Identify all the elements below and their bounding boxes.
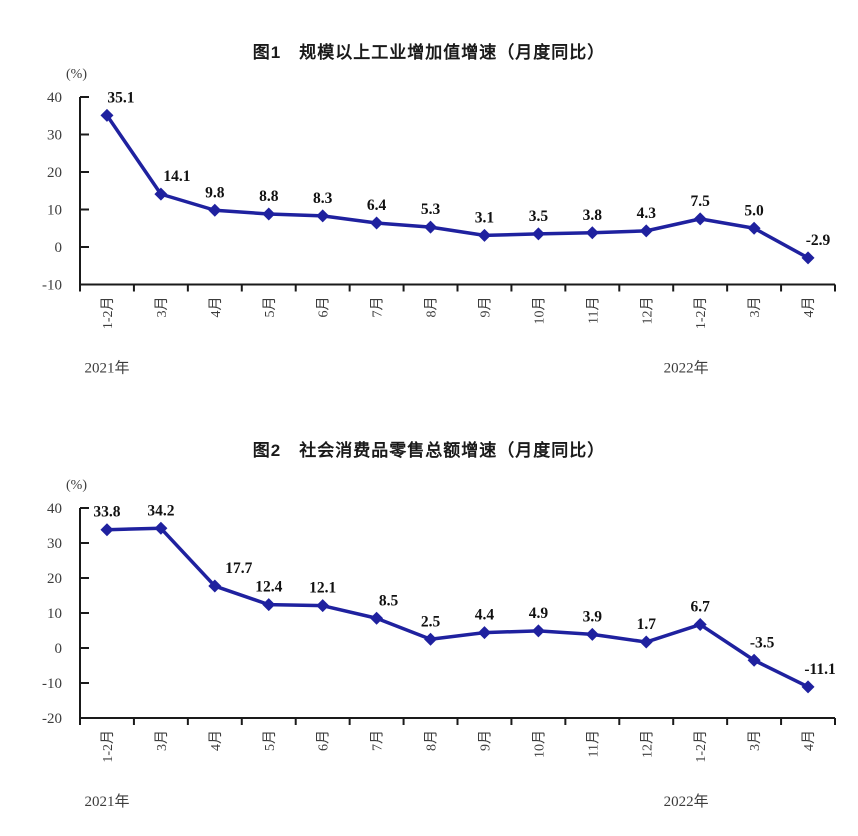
svg-text:8.8: 8.8 [259,188,279,205]
svg-text:17.7: 17.7 [225,560,252,577]
svg-text:20: 20 [47,571,62,587]
svg-text:1-2月: 1-2月 [100,730,116,763]
svg-text:1-2月: 1-2月 [693,297,709,330]
svg-text:4月: 4月 [801,730,817,751]
svg-text:3.5: 3.5 [529,208,549,225]
svg-text:4月: 4月 [801,297,817,318]
svg-text:7月: 7月 [370,730,386,751]
svg-text:8月: 8月 [424,297,440,318]
svg-text:3.1: 3.1 [475,209,494,226]
svg-text:8.3: 8.3 [313,190,333,207]
svg-text:3月: 3月 [154,297,170,318]
svg-text:4月: 4月 [208,297,224,318]
svg-text:4.4: 4.4 [475,607,495,624]
svg-text:9.8: 9.8 [205,184,225,201]
svg-text:3.9: 3.9 [583,608,603,625]
svg-text:0: 0 [55,641,63,657]
svg-text:-11.1: -11.1 [804,661,835,678]
chart1-line-chart: 40 30 20 10 0 -10 (%) 1-2月 3月 4月 5月 6月 7月 8月 9月 10月 11月 1… [42,67,836,377]
svg-text:(%): (%) [66,67,87,82]
svg-text:20: 20 [47,165,62,181]
chart1-title: 图1 规模以上工业增加值增速（月度同比） [252,43,606,62]
svg-text:12.4: 12.4 [255,579,282,596]
svg-text:9月: 9月 [477,730,493,751]
svg-text:-3.5: -3.5 [750,634,775,651]
svg-text:-10: -10 [42,676,62,692]
svg-text:2021年: 2021年 [84,360,129,377]
svg-text:8月: 8月 [424,730,440,751]
svg-text:5月: 5月 [262,297,278,318]
svg-text:10月: 10月 [531,730,547,758]
svg-text:12月: 12月 [639,730,655,758]
svg-text:4.3: 4.3 [637,205,657,222]
svg-text:4月: 4月 [208,730,224,751]
svg-text:4.9: 4.9 [529,605,549,622]
svg-text:30: 30 [47,536,62,552]
svg-text:40: 40 [47,90,62,106]
svg-text:10月: 10月 [531,297,547,325]
svg-text:6.4: 6.4 [367,197,387,214]
svg-text:5.0: 5.0 [744,202,764,219]
svg-text:35.1: 35.1 [107,89,134,106]
svg-text:3月: 3月 [747,730,763,751]
svg-text:12月: 12月 [639,297,655,325]
svg-text:1.7: 1.7 [637,616,657,633]
svg-text:11月: 11月 [585,297,601,324]
svg-text:2.5: 2.5 [421,613,441,630]
svg-text:34.2: 34.2 [147,502,174,519]
svg-text:1-2月: 1-2月 [693,730,709,763]
svg-text:5月: 5月 [262,730,278,751]
svg-text:10: 10 [47,606,62,622]
svg-text:11月: 11月 [585,730,601,757]
svg-text:1-2月: 1-2月 [100,297,116,330]
svg-text:40: 40 [47,501,62,517]
svg-text:-2.9: -2.9 [806,232,831,249]
svg-text:33.8: 33.8 [93,504,120,521]
svg-text:(%): (%) [66,478,87,493]
svg-text:6月: 6月 [316,297,332,318]
svg-text:9月: 9月 [477,297,493,318]
svg-text:7月: 7月 [370,297,386,318]
svg-text:3月: 3月 [154,730,170,751]
svg-text:-20: -20 [42,711,62,727]
svg-text:3月: 3月 [747,297,763,318]
svg-text:2021年: 2021年 [84,793,129,810]
svg-text:5.3: 5.3 [421,201,441,218]
chart2-line-chart: 40 30 20 10 0 -10 -20 (%) 1-2月 3月 4月 5月 6月 7月 8月 9月 10月 1… [42,478,836,810]
chart2-title: 图2 社会消费品零售总额增速（月度同比） [252,441,606,460]
svg-text:0: 0 [55,240,63,256]
svg-text:7.5: 7.5 [690,193,710,210]
svg-text:12.1: 12.1 [309,580,336,597]
svg-text:6月: 6月 [316,730,332,751]
svg-text:30: 30 [47,128,62,144]
svg-text:-10: -10 [42,278,62,294]
svg-text:8.5: 8.5 [379,592,399,609]
svg-text:3.8: 3.8 [583,207,603,224]
svg-text:14.1: 14.1 [163,168,190,185]
svg-text:2022年: 2022年 [664,360,709,377]
svg-text:2022年: 2022年 [664,793,709,810]
svg-text:6.7: 6.7 [690,599,710,616]
svg-text:10: 10 [47,203,62,219]
